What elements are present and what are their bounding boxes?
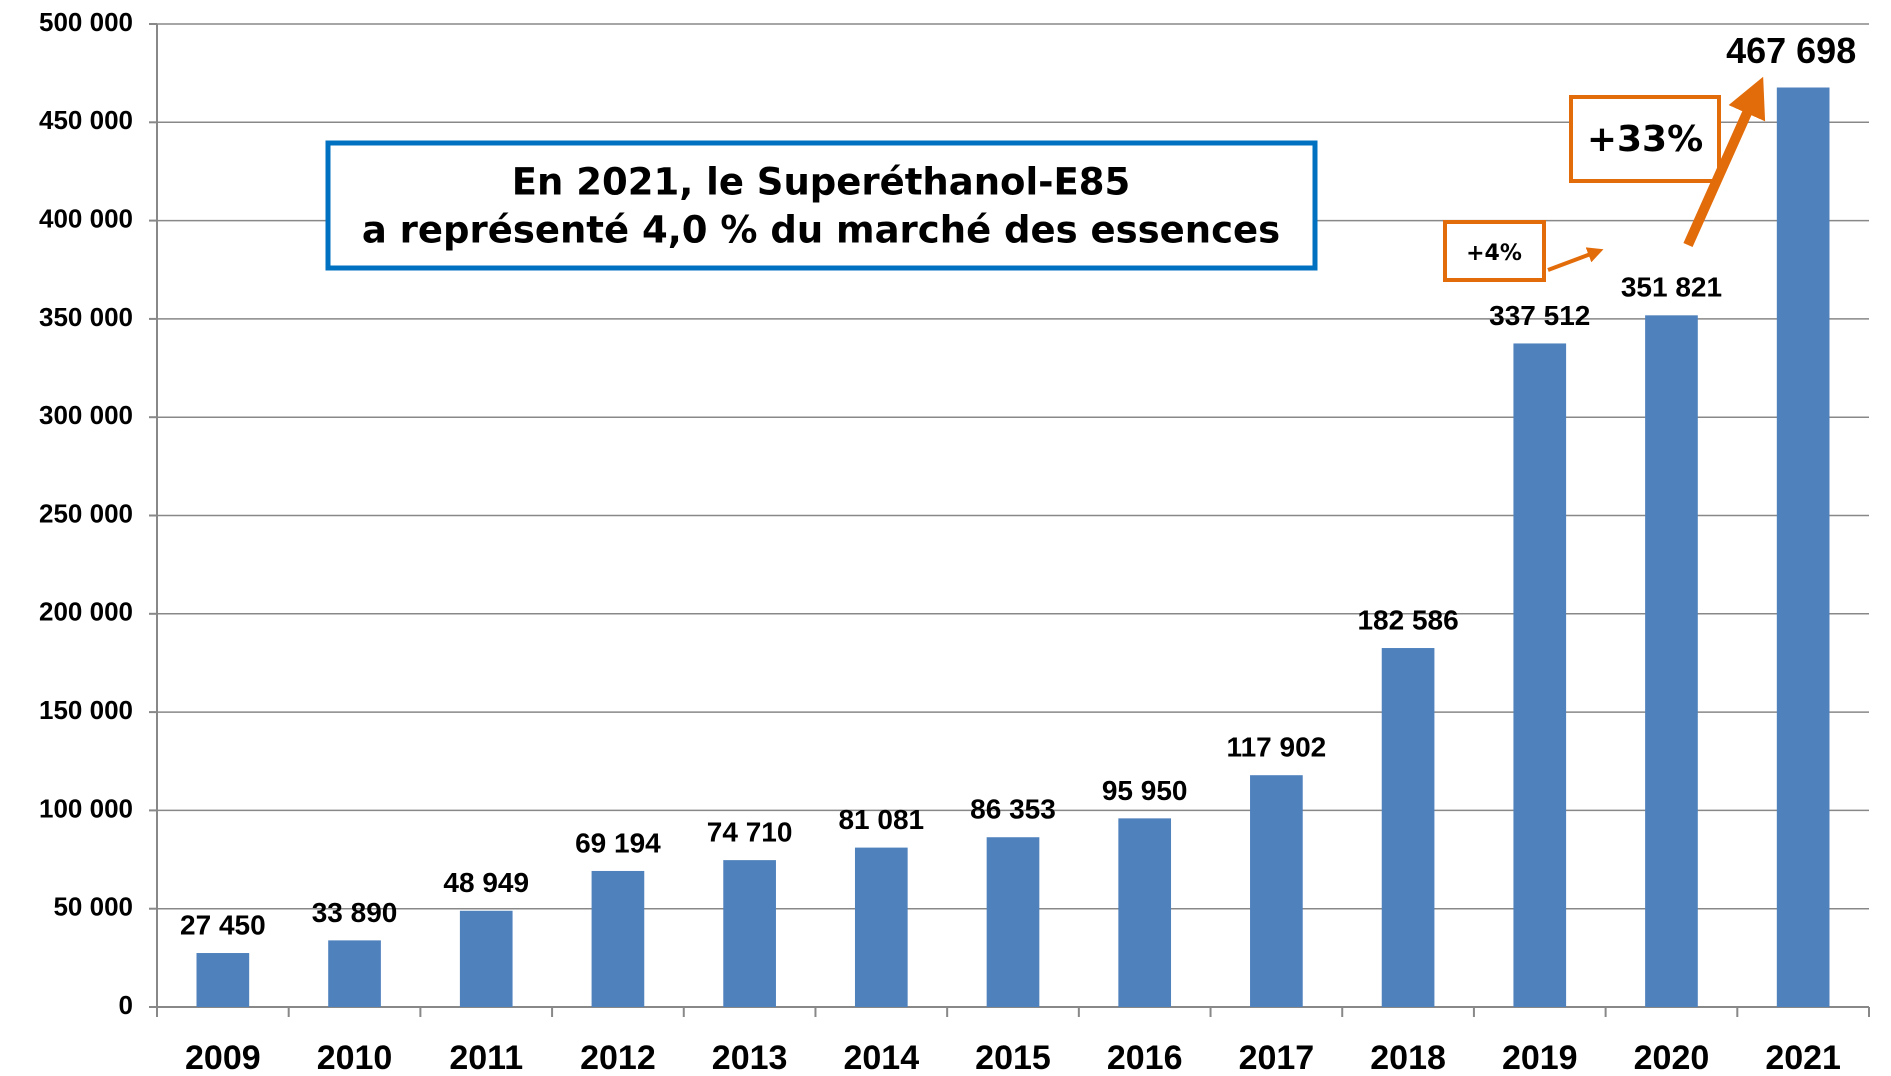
bar — [1118, 818, 1172, 1007]
y-tick-label: 250 000 — [39, 498, 133, 528]
y-tick-label: 500 000 — [39, 7, 133, 37]
x-tick-label: 2017 — [1239, 1039, 1315, 1076]
annotation: a représenté 4,0 % du marché des essence… — [362, 209, 1280, 252]
value-label: 69 194 — [575, 827, 661, 858]
y-tick-label: 50 000 — [53, 892, 133, 922]
bar — [854, 847, 908, 1007]
value-label: 74 710 — [707, 817, 793, 848]
annotation: +33% — [1587, 119, 1703, 160]
bar — [196, 953, 250, 1007]
bar — [1645, 315, 1698, 1007]
y-tick-label: 0 — [119, 990, 133, 1020]
x-tick-label: 2021 — [1765, 1039, 1841, 1076]
annotation-box — [1443, 220, 1546, 282]
bar — [1250, 775, 1303, 1007]
x-tick-label: 2014 — [843, 1039, 919, 1076]
y-tick-label: 350 000 — [39, 302, 133, 332]
y-tick-label: 400 000 — [39, 203, 133, 233]
annotation-box — [1569, 95, 1721, 183]
x-tick-label: 2019 — [1502, 1039, 1578, 1076]
y-tick-label: 100 000 — [39, 793, 133, 823]
bar — [1513, 343, 1567, 1007]
bar — [591, 870, 645, 1007]
y-tick-label: 150 000 — [39, 695, 133, 725]
annotation: +4% — [1466, 241, 1522, 266]
bar — [723, 860, 776, 1007]
value-label: 117 902 — [1227, 732, 1327, 763]
value-label: 27 450 — [180, 909, 266, 940]
annotation: En 2021, le Superéthanol-E85 — [512, 161, 1131, 204]
value-label: 81 081 — [838, 804, 924, 835]
x-tick-label: 2018 — [1370, 1039, 1446, 1076]
bar — [328, 940, 381, 1007]
y-tick-label: 450 000 — [39, 105, 133, 135]
arrow — [1547, 247, 1604, 272]
x-tick-label: 2012 — [580, 1039, 656, 1076]
bar — [1776, 87, 1830, 1007]
x-tick-label: 2020 — [1634, 1039, 1710, 1076]
x-tick-label: 2009 — [185, 1039, 261, 1076]
x-tick-label: 2010 — [317, 1039, 393, 1076]
value-label: 467 698 — [1726, 30, 1856, 71]
value-label: 33 890 — [312, 897, 398, 928]
x-tick-label: 2015 — [975, 1039, 1051, 1076]
y-tick-label: 300 000 — [39, 400, 133, 430]
value-label: 351 821 — [1621, 272, 1722, 303]
bar — [459, 910, 513, 1007]
value-label: 86 353 — [970, 794, 1056, 825]
value-label: 48 949 — [443, 867, 529, 898]
value-label: 337 512 — [1489, 300, 1590, 331]
y-tick-label: 200 000 — [39, 597, 133, 627]
value-label: 95 950 — [1102, 775, 1188, 806]
bar — [986, 837, 1040, 1007]
x-tick-label: 2016 — [1107, 1039, 1183, 1076]
x-tick-label: 2011 — [449, 1039, 523, 1076]
arrow — [1683, 76, 1766, 248]
annotation-box — [325, 140, 1318, 271]
value-label: 182 586 — [1357, 604, 1458, 635]
bar — [1381, 648, 1435, 1007]
x-tick-label: 2013 — [712, 1039, 788, 1076]
